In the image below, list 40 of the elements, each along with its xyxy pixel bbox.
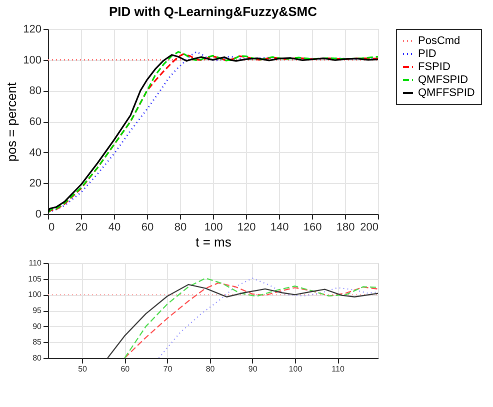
x-tick-label: 90 (248, 364, 258, 374)
x-tick-label: 200 (360, 222, 378, 234)
y-tick-label: 95 (32, 306, 42, 315)
legend-label: FSPID (418, 61, 450, 73)
x-tick-label: 180 (336, 222, 355, 234)
chart-title: PID with Q-Learning&Fuzzy&SMC (109, 4, 318, 19)
y-axis-title: pos = percent (4, 82, 20, 162)
x-tick-label: 60 (141, 222, 154, 234)
x-tick-label: 100 (204, 222, 223, 234)
y-tick-label: 80 (32, 354, 42, 362)
x-tick-label: 60 (120, 364, 130, 374)
x-tick-label: 120 (237, 222, 256, 234)
x-tick-label: 140 (270, 222, 289, 234)
legend-label: PosCmd (418, 35, 460, 47)
x-tick-label: 160 (303, 222, 322, 234)
y-tick-label: 85 (32, 338, 42, 347)
x-tick-label: 100 (288, 364, 303, 374)
legend-label: PID (418, 48, 436, 60)
x-tick-label: 70 (163, 364, 173, 374)
legend-label: QMFFSPID (418, 87, 475, 99)
x-tick-label: 80 (206, 364, 216, 374)
y-tick-label: 105 (28, 274, 42, 284)
x-axis-title: t = ms (196, 234, 232, 250)
y-tick-label: 110 (28, 258, 42, 268)
y-tick-label: 60 (29, 116, 42, 128)
x-tick-label: 20 (75, 222, 88, 234)
y-tick-label: 100 (23, 54, 42, 66)
y-tick-label: 120 (23, 24, 42, 36)
y-tick-label: 100 (28, 290, 42, 300)
y-tick-label: 40 (29, 146, 42, 159)
x-tick-label: 50 (78, 364, 88, 374)
y-tick-label: 0 (35, 208, 42, 220)
y-tick-label: 20 (29, 178, 42, 190)
x-tick-label: 80 (174, 222, 187, 234)
x-tick-label: 40 (108, 222, 121, 234)
x-tick-label: 0 (48, 222, 55, 234)
x-tick-label: 110 (332, 364, 345, 374)
y-tick-label: 90 (32, 322, 42, 331)
y-tick-label: 80 (29, 85, 42, 98)
legend-label: QMFSPID (418, 74, 468, 86)
